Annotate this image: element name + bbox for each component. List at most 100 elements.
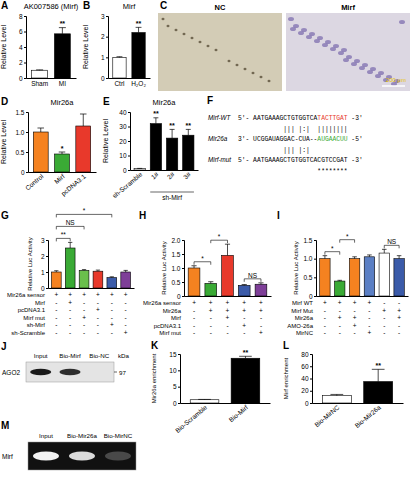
x-tick-label: Ctrl xyxy=(114,80,125,87)
y-tick: 0.5 xyxy=(303,274,316,281)
y-tick: 2 xyxy=(101,33,108,40)
condition-value: - xyxy=(324,329,326,336)
y-axis-title: Mir26a enrichment xyxy=(151,353,157,403)
y-tick: 40 xyxy=(119,109,130,116)
cell xyxy=(236,64,239,66)
error-bar xyxy=(397,256,402,259)
significance-label: * xyxy=(61,145,64,152)
significance-label: * xyxy=(218,233,221,240)
condition-value: - xyxy=(339,329,341,336)
bar xyxy=(394,259,404,296)
significance-label: ** xyxy=(169,122,175,129)
condition-value: - xyxy=(69,306,71,313)
condition-label: Mirf WT xyxy=(292,300,313,306)
condition-label: Mirf xyxy=(171,315,181,321)
error-bar xyxy=(337,280,342,282)
condition-value: + xyxy=(382,307,386,314)
significance-bracket xyxy=(244,279,261,282)
condition-value: - xyxy=(125,321,127,328)
y-tick-label: 0 xyxy=(123,167,127,174)
x-tick-label: Bio-Mirf xyxy=(227,403,249,423)
condition-value: + xyxy=(242,299,246,306)
y-tick-label: 6 xyxy=(19,28,23,35)
error-bar xyxy=(54,271,58,272)
condition-value: - xyxy=(69,314,71,321)
y-axis: 0123 xyxy=(41,237,49,292)
y-tick-label: 0 xyxy=(19,75,23,82)
x-tick: Bio-Scramble xyxy=(174,403,209,434)
y-tick: 0 xyxy=(19,75,26,82)
y-tick: 80 xyxy=(301,351,312,358)
y-tick: 20 xyxy=(119,138,130,145)
chart-title: Mir26a xyxy=(153,98,177,107)
condition-value: + xyxy=(368,299,372,306)
y-axis-title: Relative Level xyxy=(82,25,89,69)
lane-label: Bio-Mirf xyxy=(59,352,81,359)
chart-title: AK007586 (Mirf) xyxy=(24,2,79,11)
x-tick: 2# xyxy=(166,170,176,180)
y-tick-mark xyxy=(26,132,28,133)
condition-value: + xyxy=(124,291,128,298)
y-tick-mark xyxy=(26,152,28,153)
error-bar xyxy=(382,249,387,253)
x-tick: 3# xyxy=(182,170,192,180)
significance-label: NS xyxy=(248,272,258,279)
condition-value: + xyxy=(338,299,342,306)
condition-label: sh-Mirf xyxy=(27,322,46,328)
y-tick: 3 xyxy=(41,237,48,244)
x-tick-label: sh-Scramble xyxy=(111,170,144,199)
condition-value: - xyxy=(368,322,370,329)
bar xyxy=(113,57,126,78)
chart-title: Mir26a xyxy=(51,98,75,107)
error-bar xyxy=(153,118,158,124)
error-bar xyxy=(352,257,357,259)
y-tick-label: 80 xyxy=(301,351,309,358)
condition-value: - xyxy=(383,322,385,329)
significance-label: ** xyxy=(243,349,249,356)
significance-label: * xyxy=(201,255,204,262)
y-tick: 60 xyxy=(301,363,312,370)
y-tick: 0 xyxy=(123,167,130,174)
y-tick: 1 xyxy=(41,269,48,276)
y-tick-mark xyxy=(24,63,26,64)
sequence-row: ******** xyxy=(238,168,348,175)
condition-value: - xyxy=(83,321,85,328)
sequence-segment: ******** xyxy=(238,168,348,175)
y-tick-mark xyxy=(310,366,312,367)
condition-value: - xyxy=(226,322,228,329)
y-tick-mark xyxy=(310,403,312,404)
micrograph xyxy=(158,13,282,91)
y-tick-mark xyxy=(314,240,316,241)
condition-label: Mirf xyxy=(35,300,45,306)
panel-letter: I xyxy=(277,210,280,221)
condition-value: - xyxy=(353,307,355,314)
lane-label: Bio-NC xyxy=(89,352,109,359)
cell xyxy=(244,68,247,70)
y-tick: 0.5 xyxy=(171,279,184,286)
error-bar xyxy=(330,394,343,395)
y-tick: 1.5 xyxy=(171,251,184,258)
significance-bracket xyxy=(211,240,228,243)
condition-value: - xyxy=(125,306,127,313)
y-axis: 02468 xyxy=(19,13,27,82)
y-tick-mark xyxy=(314,296,316,297)
condition-value: + xyxy=(259,307,263,314)
condition-value: - xyxy=(383,329,385,336)
error-bar xyxy=(258,283,263,284)
error-bar xyxy=(110,276,114,278)
condition-value: + xyxy=(353,322,357,329)
panel: MInputBio-Mir26aBio-MirNCMirf xyxy=(1,420,136,470)
condition-value: - xyxy=(193,307,195,314)
y-tick: 10 xyxy=(119,152,130,159)
condition-value: - xyxy=(111,306,113,313)
condition-value: - xyxy=(193,322,195,329)
y-axis: 051015 xyxy=(169,351,180,407)
bar xyxy=(379,253,389,296)
y-axis-title: Relative Level xyxy=(0,25,7,69)
y-tick-label: 2.0 xyxy=(171,237,180,244)
blot xyxy=(26,362,114,382)
plot: 00.51.01.5**NSMirf WT++++--Mirf Mut----+… xyxy=(287,233,408,336)
cells xyxy=(162,18,271,82)
sequence-segment: TACTTGAT xyxy=(317,115,347,122)
significance-bracket xyxy=(56,238,70,241)
